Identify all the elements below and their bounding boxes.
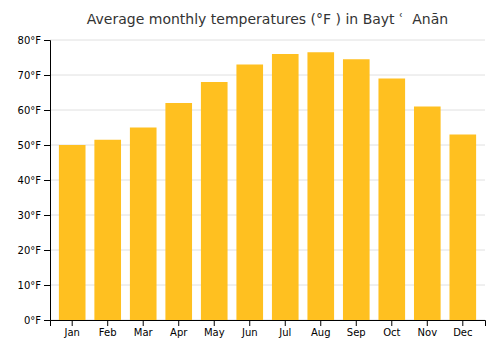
y-tick-mark	[44, 320, 50, 321]
x-tick-label: Jun	[241, 327, 258, 338]
y-tick-label: 50°F	[18, 140, 42, 151]
y-axis: 0°F 10°F 20°F 30°F 40°F 50°F 60°F 70°F 80°F	[18, 35, 51, 326]
y-tick-mark	[44, 75, 50, 76]
x-tick: Aug	[311, 320, 331, 338]
bar	[414, 107, 441, 321]
bar	[272, 54, 299, 320]
bar	[165, 103, 192, 320]
y-tick: 40°F	[18, 175, 50, 186]
bar	[236, 65, 263, 321]
y-tick-label: 70°F	[18, 70, 42, 81]
x-tick-label: Oct	[383, 327, 400, 338]
x-tick-label: Nov	[418, 327, 438, 338]
y-tick: 60°F	[18, 105, 50, 116]
y-tick-label: 80°F	[18, 35, 42, 46]
y-tick-label: 20°F	[18, 245, 42, 256]
x-tick-mark	[391, 320, 392, 326]
bar	[378, 79, 405, 321]
bars	[59, 52, 476, 320]
bar	[449, 135, 476, 321]
y-tick: 0°F	[24, 315, 50, 326]
x-tick: Nov	[418, 320, 438, 338]
y-tick: 20°F	[18, 245, 50, 256]
x-tick-label: Mar	[134, 327, 154, 338]
y-tick-mark	[44, 110, 50, 111]
grid	[50, 40, 485, 320]
y-tick-label: 40°F	[18, 175, 42, 186]
x-tick-mark	[427, 320, 428, 326]
chart: 0°F 10°F 20°F 30°F 40°F 50°F 60°F 70°F 80°F Jan Fe…	[0, 0, 500, 350]
x-tick: Jan	[63, 320, 79, 338]
bar	[307, 52, 334, 320]
y-tick-label: 60°F	[18, 105, 42, 116]
x-tick: Jun	[241, 320, 258, 338]
x-tick-label: Aug	[311, 327, 331, 338]
x-tick-mark	[143, 320, 144, 326]
y-tick-label: 0°F	[24, 315, 41, 326]
x-tick-mark	[249, 320, 250, 326]
bar	[59, 145, 86, 320]
y-tick-label: 30°F	[18, 210, 42, 221]
x-tick: Apr	[170, 320, 188, 338]
x-tick-mark	[356, 320, 357, 326]
x-tick-mark	[462, 320, 463, 326]
y-tick: 50°F	[18, 140, 50, 151]
y-tick-label: 10°F	[18, 280, 42, 291]
x-tick: Jul	[278, 320, 291, 338]
grid-line	[50, 75, 485, 76]
x-tick-label: Apr	[170, 327, 188, 338]
y-tick-mark	[44, 215, 50, 216]
y-tick: 30°F	[18, 210, 50, 221]
x-tick-mark	[72, 320, 73, 326]
x-tick-label: Jul	[278, 327, 291, 338]
y-tick-mark	[44, 40, 50, 41]
x-tick: Oct	[383, 320, 400, 338]
x-tick: Sep	[347, 320, 366, 338]
x-tick-label: Dec	[453, 327, 472, 338]
y-tick: 70°F	[18, 70, 50, 81]
y-tick-mark	[44, 285, 50, 286]
x-tick: Feb	[99, 320, 117, 338]
y-tick-mark	[44, 250, 50, 251]
title: Average monthly temperatures (°F ) in Ba…	[87, 11, 448, 27]
y-tick-mark	[44, 180, 50, 181]
x-tick: Mar	[134, 320, 154, 338]
bar	[201, 82, 228, 320]
y-tick: 80°F	[18, 35, 50, 46]
bar	[130, 128, 157, 321]
x-tick: Dec	[453, 320, 472, 338]
x-tick-label: May	[204, 327, 225, 338]
bar	[343, 59, 370, 320]
x-tick-label: Feb	[99, 327, 117, 338]
x-tick-mark	[214, 320, 215, 326]
x-tick-label: Sep	[347, 327, 366, 338]
x-axis-line	[51, 321, 486, 327]
y-tick: 10°F	[18, 280, 50, 291]
x-tick-label: Jan	[63, 327, 79, 338]
y-axis-line	[44, 41, 51, 321]
x-axis: Jan Feb Mar Apr May Jun Jul Aug Sep Oct Nov Dec	[51, 320, 486, 338]
x-tick-mark	[285, 320, 286, 326]
grid-line	[50, 40, 485, 41]
x-tick-mark	[178, 320, 179, 326]
x-tick: May	[204, 320, 225, 338]
bar	[94, 140, 121, 320]
y-tick-mark	[44, 145, 50, 146]
x-tick-mark	[107, 320, 108, 326]
x-tick-mark	[320, 320, 321, 326]
